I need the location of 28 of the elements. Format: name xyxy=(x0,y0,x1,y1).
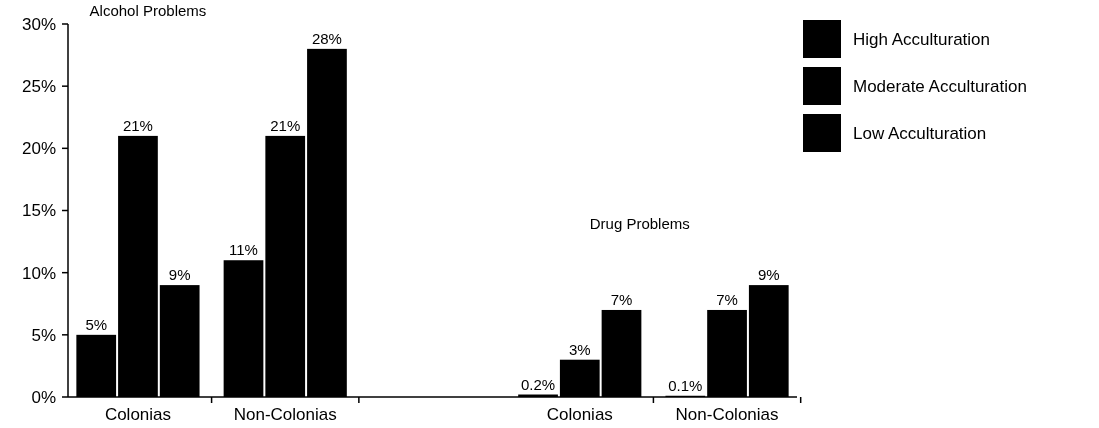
data-label: 9% xyxy=(757,266,780,284)
x-tick-label: Colonias xyxy=(546,405,613,424)
data-label: 3% xyxy=(568,340,591,358)
x-tick-label: Non-Colonias xyxy=(675,405,779,424)
annotation: Drug Problems xyxy=(589,215,690,233)
y-tick-label: 0% xyxy=(31,387,56,407)
data-label: 0.1% xyxy=(668,376,703,394)
data-label: 21% xyxy=(122,116,153,134)
x-tick-label: Non-Colonias xyxy=(233,405,337,424)
data-label: 21% xyxy=(270,116,301,134)
y-tick-label: 30% xyxy=(21,14,56,34)
y-tick-label: 5% xyxy=(31,325,56,345)
legend-label: Moderate Acculturation xyxy=(853,76,1027,96)
text: Alcohol Problems xyxy=(89,2,207,19)
data-label: 9% xyxy=(168,266,191,284)
data-label: 7% xyxy=(610,290,633,308)
data-label: 7% xyxy=(716,290,738,308)
data-label: 28% xyxy=(311,29,342,47)
data-label: 0.2% xyxy=(520,375,556,393)
x-tick-label: Colonias xyxy=(104,405,172,424)
data-label: 11% xyxy=(229,241,258,259)
y-tick-label: 25% xyxy=(21,77,56,97)
legend-label: Low Acculturation xyxy=(853,123,987,143)
y-tick-label: 10% xyxy=(21,263,56,283)
data-label: 5% xyxy=(85,315,108,333)
y-tick-label: 15% xyxy=(21,201,56,221)
y-tick-label: 20% xyxy=(21,139,56,159)
legend-label: High Acculturation xyxy=(853,29,991,49)
